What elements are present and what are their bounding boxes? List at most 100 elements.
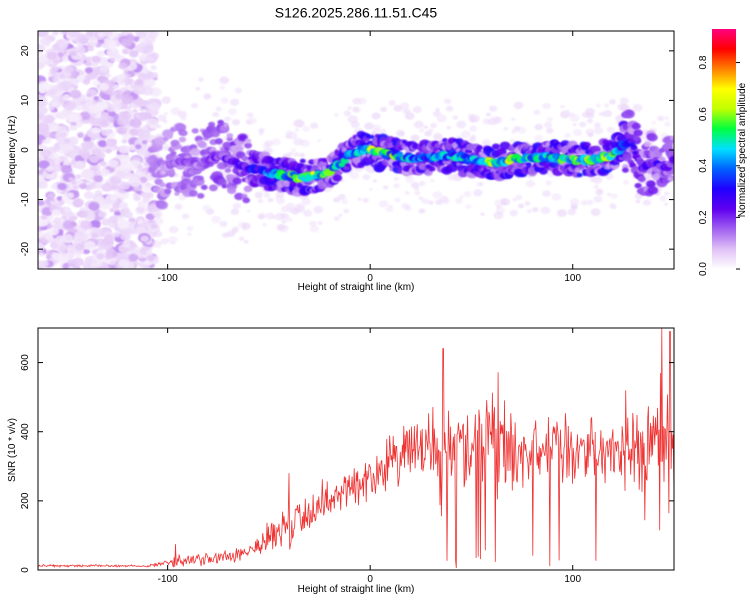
spectrogram-cell (632, 135, 640, 141)
spectrogram-cell (128, 177, 142, 188)
spectrogram-cell (75, 105, 83, 111)
spectrogram-cell (61, 233, 74, 243)
spectrogram-cell (41, 183, 48, 189)
spectrogram-cell (38, 229, 45, 240)
spectrogram-cell (89, 155, 100, 164)
spectrogram-cell (69, 217, 76, 222)
spectrogram-cell (138, 46, 145, 52)
spectrogram-cell (257, 198, 264, 204)
spectrogram-cell (38, 252, 45, 257)
spectrogram-cell (573, 128, 583, 137)
spectrogram-cell (610, 193, 619, 199)
spectrogram-cell (139, 176, 148, 183)
spectrogram-cell (98, 120, 109, 128)
spectrogram-cell (100, 168, 111, 177)
spectrogram-cell (166, 134, 173, 140)
spectrogram-cell (136, 147, 149, 157)
spectrogram-cell (657, 115, 665, 122)
spectrogram-cell (632, 103, 643, 112)
spectrogram-cell (52, 85, 63, 93)
spectrogram-cell (227, 186, 237, 194)
spectrogram-cell (63, 138, 71, 144)
y-tick-label: 400 (20, 423, 31, 440)
spectrogram-cell (226, 230, 236, 238)
snr-frame (37, 327, 675, 571)
spectrogram-cell (66, 112, 80, 123)
spectrogram-cell (117, 219, 130, 230)
spectrogram-cell (82, 261, 92, 269)
spectrogram-cell (135, 79, 144, 85)
spectrogram-cell (162, 119, 168, 124)
spectrogram-cell (79, 183, 87, 189)
spectrogram-cell (564, 133, 571, 139)
spectrogram-y-label: Frequency (Hz) (7, 116, 18, 185)
spectrogram-cell (122, 241, 131, 248)
spectrogram-cell (105, 249, 118, 259)
spectrogram-cell (67, 31, 81, 38)
spectrogram-cell (118, 145, 131, 154)
spectrogram-cell (452, 115, 458, 120)
spectrogram-cell (465, 204, 472, 209)
spectrogram-cell (402, 108, 411, 115)
spectrogram-cell (332, 174, 343, 182)
spectrogram-cell (286, 130, 293, 136)
spectrogram-cell (378, 200, 389, 208)
spectrogram-cell (60, 80, 73, 91)
spectrogram-cell (72, 185, 79, 190)
spectrogram-cell (579, 148, 588, 155)
spectrogram-cell (51, 66, 60, 72)
spectrogram-cell (427, 128, 434, 133)
spectrogram-cell (299, 158, 306, 164)
spectrogram-cell (142, 197, 150, 203)
spectrogram-cell (242, 227, 247, 231)
spectrogram-cell (217, 178, 228, 186)
spectrogram-cell (84, 67, 93, 74)
spectrogram-cell (69, 50, 77, 57)
spectrogram-cell (91, 126, 101, 134)
spectrogram-cell (393, 104, 403, 112)
spectrogram-cell (646, 180, 656, 188)
spectrogram-cell (40, 149, 52, 158)
spectrogram-cell (114, 93, 123, 100)
spectrogram-cell (58, 41, 69, 50)
spectrogram-cell (286, 202, 295, 210)
spectrogram-cell (586, 118, 594, 124)
spectrogram-cell (38, 199, 45, 206)
spectrogram-cell (412, 106, 422, 114)
spectrogram-cell (63, 65, 74, 74)
spectrogram-cell (667, 176, 674, 182)
spectrogram-cell (647, 133, 658, 142)
spectrogram-cell (362, 197, 369, 203)
spectrogram-cell (119, 202, 129, 210)
spectrogram-cell (73, 83, 79, 88)
spectrogram-cell (263, 192, 271, 198)
spectrogram-cell (112, 202, 121, 210)
spectrogram-cell (499, 141, 511, 151)
spectrogram-cell (141, 140, 148, 145)
spectrogram-cell (141, 192, 151, 199)
spectrogram-cell (108, 110, 116, 117)
spectrogram-cell (63, 100, 77, 111)
spectrogram-cell (109, 260, 116, 265)
spectrogram-cell (580, 200, 588, 206)
spectrogram-cell (111, 101, 122, 110)
spectrogram-cell (84, 56, 92, 62)
spectrogram-cell (396, 129, 405, 137)
spectrogram-cell (46, 166, 54, 172)
snr-background (38, 328, 674, 570)
spectrogram-cell (132, 108, 138, 113)
spectrogram-cell (593, 195, 603, 203)
x-tick-label: 0 (367, 574, 373, 585)
colorbar-label: Normalized spectral amplitude (737, 82, 748, 217)
spectrogram-cell (91, 55, 101, 63)
spectrogram-cell (369, 134, 375, 140)
spectrogram-cell (228, 108, 237, 116)
spectrogram-cell (195, 86, 201, 91)
spectrogram-cell (101, 218, 111, 226)
spectrogram-cell (41, 114, 54, 124)
y-tick-label: -10 (20, 192, 31, 207)
spectrogram-cell (66, 244, 73, 249)
spectrogram-cell (247, 117, 258, 125)
spectrogram-cell (146, 254, 155, 262)
spectrogram-cell (61, 31, 69, 35)
